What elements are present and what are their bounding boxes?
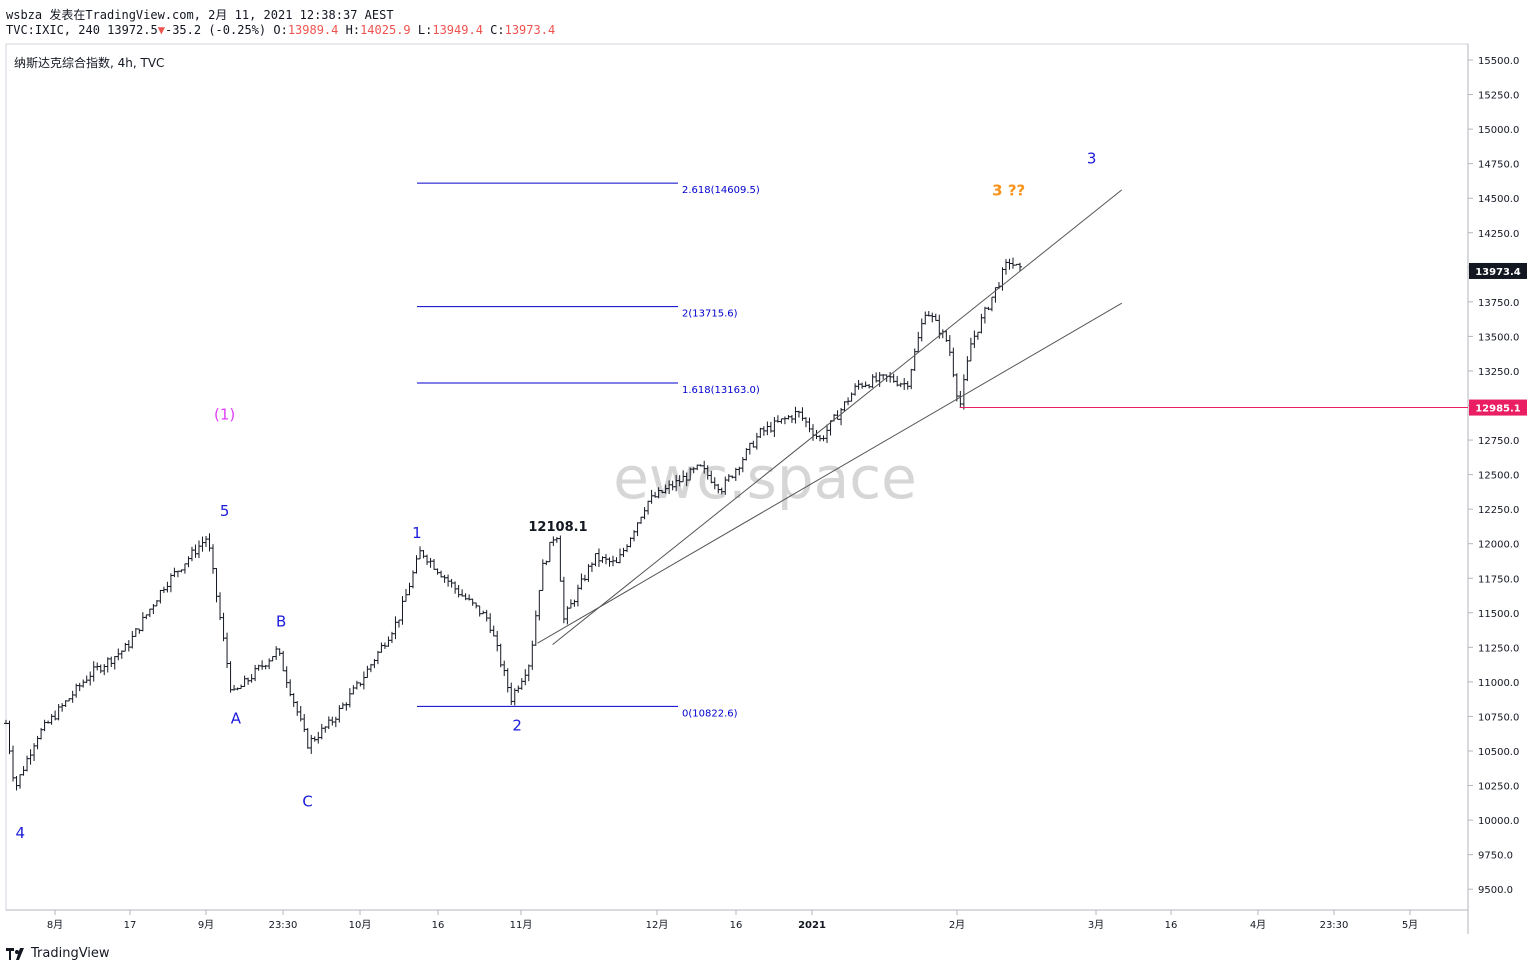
price-axis-label: 15000.0 [1478,125,1519,136]
open-label: O: [273,23,288,37]
change-arrow-icon: ▼ [157,23,165,37]
channel-line [537,302,1123,644]
price-axis-label: 14750.0 [1478,160,1519,171]
price-note: 12108.1 [528,520,587,535]
price-axis-label: 10500.0 [1478,747,1519,758]
fib-level-label: 1.618(13163.0) [682,385,760,396]
price-axis-label: 10000.0 [1478,816,1519,827]
wave-label: A [231,709,242,727]
price-change: -35.2 (-0.25%) [164,23,267,37]
ohlc-bar: TVC:IXIC, 240 13972.5▼-35.2 (-0.25%) O:1… [6,23,555,37]
price-axis-label: 10250.0 [1478,782,1519,793]
price-axis-label: 9500.0 [1478,885,1513,896]
price-axis-label: 14500.0 [1478,194,1519,205]
price-tag-box [1469,399,1527,416]
time-axis-label: 12月 [646,919,669,931]
price-axis-label: 12500.0 [1478,471,1519,482]
wave-label: 3 [1087,150,1097,168]
high-value: 14025.9 [360,23,411,37]
publish-info: wsbza 发表在TradingView.com, 2月 11, 2021 12… [6,8,394,22]
time-axis-label: 9月 [198,919,214,931]
price-axis-label: 13500.0 [1478,332,1519,343]
price-axis-label: 15250.0 [1478,91,1519,102]
time-axis-label: 10月 [349,919,372,931]
price-axis-label: 13250.0 [1478,367,1519,378]
time-axis-label: 16 [1165,920,1178,931]
legend-title: 纳斯达克综合指数, 4h, TVC [14,55,164,70]
watermark: ewc.space [613,444,917,512]
time-axis-label: 4月 [1250,919,1266,931]
time-axis-label: 2021 [798,920,826,931]
price-tag-label: 13973.4 [1475,267,1521,278]
time-axis-label: 5月 [1402,919,1418,931]
price-axis-label: 14250.0 [1478,229,1519,240]
wave-label: 4 [16,824,26,842]
time-axis-label: 23:30 [269,920,298,931]
tradingview-logo-icon [6,947,26,960]
close-label: C: [490,23,505,37]
time-axis-label: 16 [432,920,445,931]
open-value: 13989.4 [287,23,339,37]
tradingview-logo[interactable]: TradingView [6,946,110,961]
price-axis-label: 12250.0 [1478,505,1519,516]
low-value: 13949.4 [432,23,483,37]
symbol-label: TVC:IXIC, 240 [6,23,100,37]
wave-label: 1 [412,524,422,542]
time-axis-label: 2月 [949,919,965,931]
price-axis-label: 11750.0 [1478,574,1519,585]
price-tag-label: 12985.1 [1475,404,1521,415]
price-axis-label: 12750.0 [1478,436,1519,447]
time-axis-label: 23:30 [1320,920,1349,931]
price-tag-box [1469,262,1527,279]
fib-level-label: 2.618(14609.5) [682,185,760,196]
channel-line [552,189,1123,645]
last-price: 13972.5 [107,23,158,37]
price-axis-label: 15500.0 [1478,56,1519,67]
time-axis-label: 17 [124,920,137,931]
price-axis-label: 11000.0 [1478,678,1519,689]
wave-label: 5 [220,502,230,520]
price-axis-label: 12000.0 [1478,540,1519,551]
close-value: 13973.4 [504,23,556,37]
price-axis-label: 9750.0 [1478,851,1513,862]
wave-label: C [302,792,312,810]
high-label: H: [345,23,361,37]
price-axis-label: 11250.0 [1478,643,1519,654]
price-axis-label: 13750.0 [1478,298,1519,309]
wave-label: (1) [214,405,235,423]
wave-label: B [276,613,286,631]
fib-level-label: 0(10822.6) [682,708,738,719]
time-axis-label: 8月 [47,919,63,931]
time-axis-label: 3月 [1088,919,1104,931]
wave-label: 2 [512,716,522,734]
low-label: L: [417,23,433,37]
time-axis-label: 16 [730,920,743,931]
time-axis-label: 11月 [510,919,533,931]
tradingview-brand: TradingView [31,946,110,961]
price-axis-label: 11500.0 [1478,609,1519,620]
wave-label: 3 ?? [992,181,1025,199]
price-axis-label: 10750.0 [1478,712,1519,723]
fib-level-label: 2(13715.6) [682,309,738,320]
